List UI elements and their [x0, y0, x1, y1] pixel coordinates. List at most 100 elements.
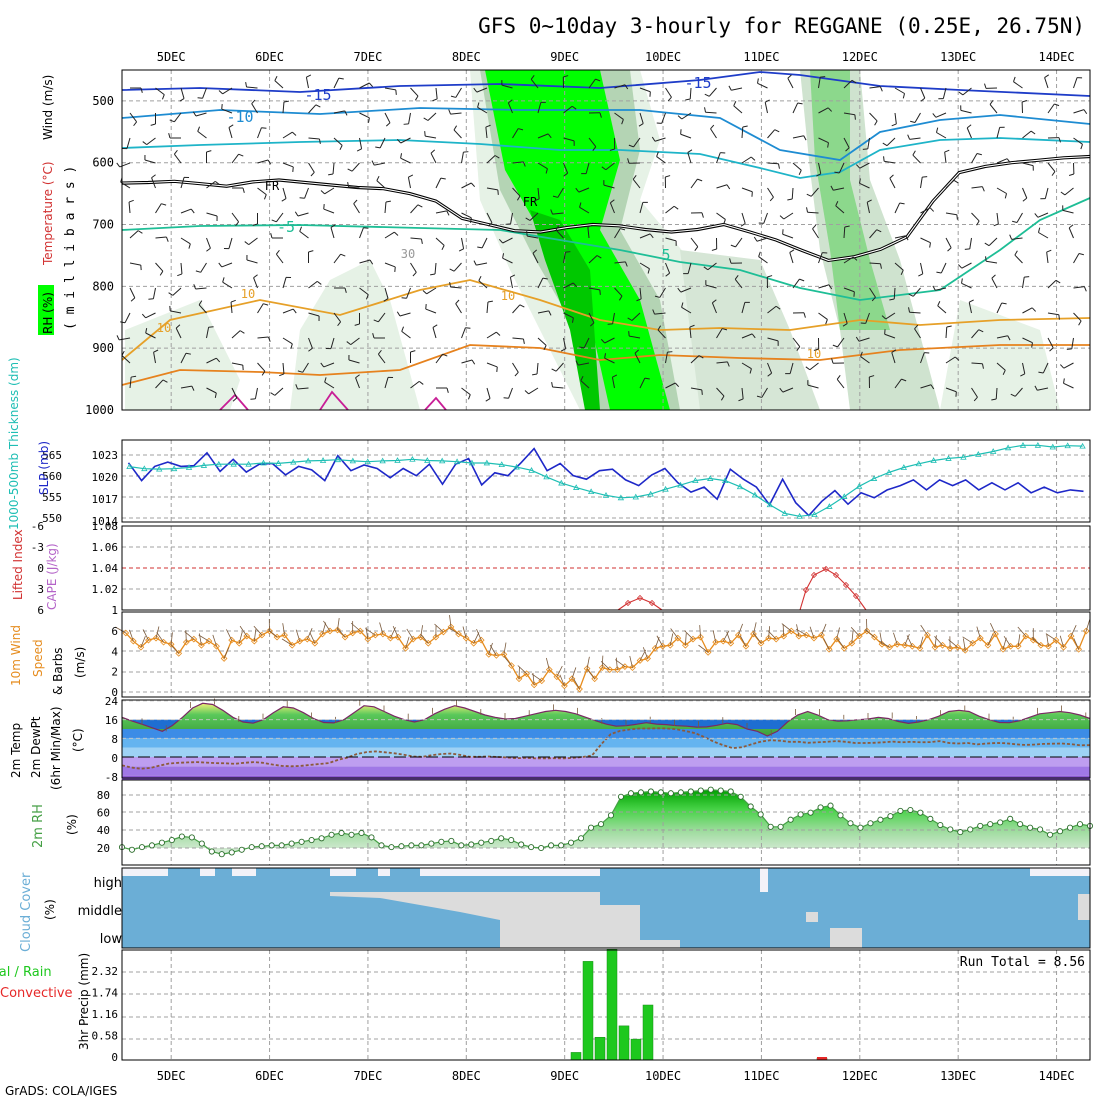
- wind-barb: [530, 79, 539, 89]
- wind-barb-flag: [775, 305, 781, 310]
- precip-label-total: Total / Rain: [0, 965, 52, 980]
- wind-barb: [430, 152, 437, 164]
- wind-barb: [426, 287, 437, 295]
- wind-speed-marker: [606, 666, 614, 673]
- temp-contour-minus5: [121, 137, 1091, 179]
- wind-barb: [173, 112, 182, 123]
- wind-barb: [860, 356, 870, 364]
- wind-barb: [1047, 337, 1054, 348]
- wind-barb-10m: [850, 627, 860, 637]
- wind-speed-marker: [545, 666, 553, 673]
- wind-barb-flag: [624, 84, 629, 90]
- wind-barb-flag: [757, 78, 759, 84]
- wind-speed-marker: [1067, 632, 1075, 640]
- pressure-tick-label: 800: [92, 279, 114, 293]
- wind-barb: [455, 303, 462, 314]
- wind-speed-marker: [258, 631, 266, 639]
- wind-speed-marker: [281, 631, 288, 639]
- wind-barb-flag: [245, 82, 248, 88]
- precip-frame: [121, 949, 1091, 1061]
- wind-barb-flag: [956, 214, 958, 220]
- wind-barb: [323, 208, 335, 214]
- wind-barb: [486, 155, 496, 164]
- wind-barb: [912, 154, 921, 164]
- wind-barb: [206, 237, 211, 249]
- wind-barb-flag: [978, 329, 984, 333]
- wind-barb-flag: [882, 142, 888, 147]
- wind-barb-flag: [518, 128, 524, 131]
- wind-barb-flag: [647, 268, 650, 274]
- wind-barb: [129, 262, 141, 266]
- wind-barb-flag: [651, 136, 656, 142]
- temp-contour-minus15: [121, 71, 1091, 97]
- wind-barb: [486, 301, 489, 314]
- wind-barb-flag: [218, 262, 223, 268]
- wind-barb: [355, 377, 360, 389]
- wind-barb-flag: [981, 363, 984, 369]
- wind-barb: [614, 112, 624, 120]
- wind-barb-10m: [920, 624, 928, 636]
- wind-barb: [399, 312, 411, 317]
- wind-barb-flag: [825, 319, 828, 325]
- wind-speed-marker: [871, 633, 878, 641]
- thickness-marker: [126, 463, 133, 470]
- wind-barb: [971, 186, 983, 189]
- wind-barb-flag: [677, 287, 682, 293]
- wind-barb-flag: [1012, 220, 1018, 224]
- wind-barb-flag: [238, 153, 244, 157]
- wind-barb: [629, 335, 641, 339]
- wind-barb: [1022, 307, 1033, 314]
- wind-barb-flag: [710, 124, 715, 130]
- rh-tick: 20: [97, 842, 110, 855]
- wind-barb-flag: [674, 382, 680, 388]
- wind-barb-flag: [575, 187, 580, 193]
- wind-barb: [200, 262, 207, 273]
- wind-barb: [603, 184, 615, 189]
- wind-barb-flag: [920, 97, 926, 102]
- wind-barb-10m: [267, 629, 278, 638]
- wind-barb-10m: [962, 638, 966, 651]
- wind-barb: [323, 362, 335, 368]
- wind-barb: [330, 227, 335, 239]
- wind-barb-flag: [320, 190, 326, 195]
- wind-barb-flag: [1068, 224, 1074, 229]
- wind-barb-flag: [1068, 173, 1075, 176]
- rh-tick: 40: [97, 824, 110, 837]
- x-tick-label: 13DEC: [940, 1069, 976, 1083]
- wind-barb-10m: [406, 628, 414, 640]
- wind-barb-flag: [1063, 378, 1065, 384]
- wind-barb: [792, 337, 801, 347]
- wind-barb-flag: [855, 164, 861, 169]
- wind-barb-flag: [922, 176, 928, 178]
- wind-barb-flag: [430, 149, 436, 154]
- wind-barb: [376, 180, 386, 189]
- wind-barb-flag: [883, 156, 885, 162]
- wind-barb: [308, 104, 317, 114]
- wind-barb: [297, 387, 309, 390]
- wind-barb-flag: [449, 268, 455, 272]
- x-tick-label: 8DEC: [452, 1069, 481, 1083]
- wind-barb-flag: [701, 212, 704, 218]
- wind-barb: [588, 312, 595, 324]
- wind-barb: [639, 87, 651, 93]
- wind10m-frame: [121, 611, 1091, 698]
- wind-barb-flag: [525, 217, 531, 221]
- rh-marker: [518, 841, 525, 848]
- wind-barb-10m: [223, 647, 230, 659]
- wind-barb: [351, 162, 360, 172]
- wind-barb: [1022, 362, 1026, 374]
- thickness-tick: 560: [42, 470, 62, 483]
- wind-barb-flag: [936, 271, 942, 274]
- wind-barb: [1014, 387, 1023, 397]
- wind-barb: [909, 137, 921, 140]
- wind-barb-flag: [252, 223, 258, 226]
- wind-barb: [455, 87, 462, 98]
- wind-barb-10m: [712, 630, 717, 643]
- wind-barb: [665, 205, 675, 214]
- wind-barb-flag: [377, 349, 382, 355]
- rh-marker: [418, 842, 425, 849]
- thickness-marker: [156, 465, 163, 472]
- wind-barb-10m: [238, 631, 243, 644]
- wind-barb-flag: [346, 341, 352, 346]
- wind-barb-flag: [316, 280, 322, 285]
